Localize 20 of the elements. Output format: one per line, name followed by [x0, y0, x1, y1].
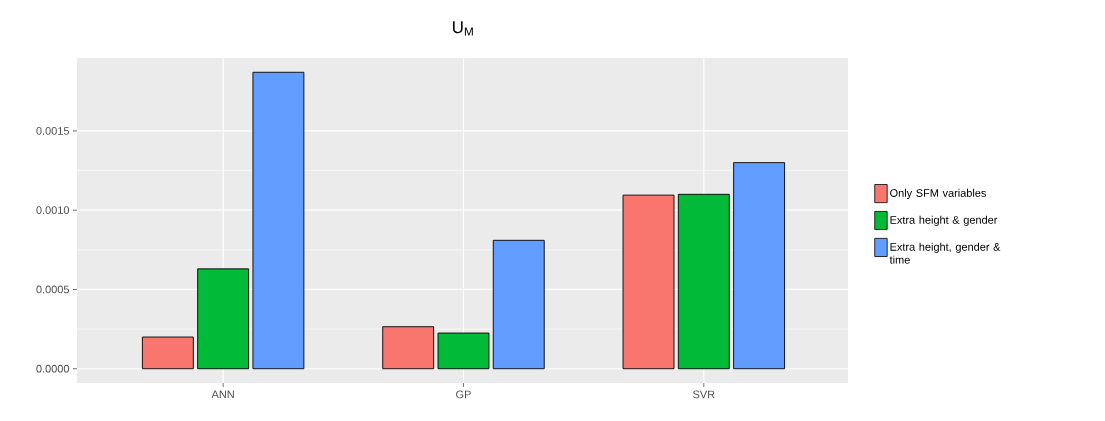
bar [141, 336, 194, 370]
bar [492, 239, 545, 370]
legend-label: Extra height & gender [890, 215, 998, 226]
y-tick-label: 0.0015 [36, 127, 70, 135]
bar [197, 268, 250, 370]
y-tick-label: 0.0010 [36, 206, 70, 215]
bar [252, 71, 305, 370]
x-tick-label: GP [456, 390, 471, 399]
y-tick-label: 0.0005 [36, 285, 70, 294]
bar [382, 326, 435, 370]
x-tick-label: SVR [693, 390, 715, 399]
legend-label: Extra height, gender & time [889, 242, 1001, 264]
legend-label: Only SFM variables [890, 188, 986, 200]
bar [733, 162, 786, 370]
x-tick-label: ANN [211, 390, 234, 399]
bar [677, 193, 730, 370]
bar [437, 332, 490, 370]
y-tick-label: 0.0000 [36, 364, 70, 373]
bar [622, 194, 675, 370]
chart-title: U$_{M}$ [453, 21, 473, 36]
